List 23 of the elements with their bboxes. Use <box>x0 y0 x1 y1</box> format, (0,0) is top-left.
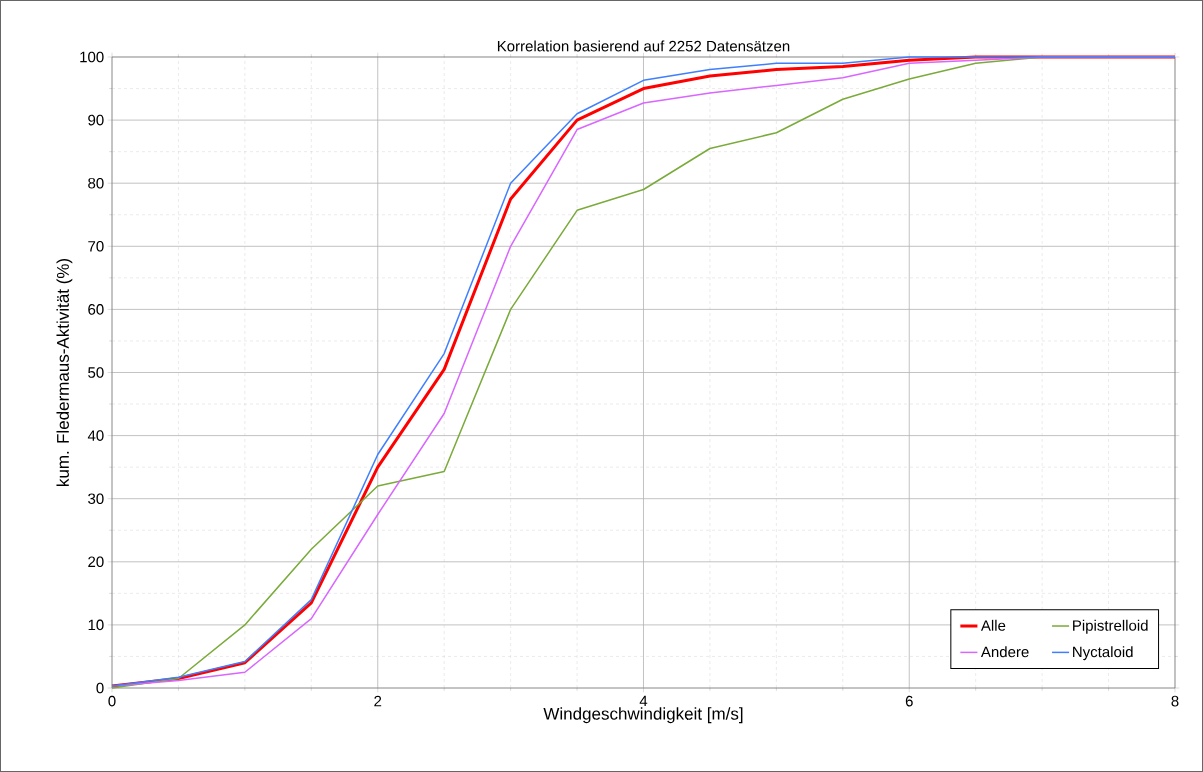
y-tick-label: 50 <box>88 367 104 378</box>
x-tick-label: 2 <box>374 695 382 707</box>
y-tick-label: 30 <box>88 493 104 504</box>
x-tick-label: 0 <box>108 695 116 707</box>
y-tick-label: 70 <box>88 240 104 252</box>
legend-label: Alle <box>980 619 1006 631</box>
x-tick-label: 8 <box>1171 695 1179 707</box>
y-tick-label: 60 <box>88 304 104 315</box>
legend-label: Andere <box>980 646 1029 658</box>
y-tick-label: 80 <box>88 177 104 189</box>
x-tick-label: 4 <box>639 695 648 707</box>
y-tick-label: 20 <box>88 556 104 568</box>
legend-label: Pipistrelloid <box>1073 619 1148 634</box>
x-axis-title: Windgeschwindigkeit [m/s] <box>543 707 743 724</box>
y-tick-label: 40 <box>87 430 104 441</box>
legend-label: Nyctaloid <box>1073 646 1133 661</box>
y-tick-label: 100 <box>80 51 104 63</box>
y-axis-title: kum. Fledermaus-Aktivität (%) <box>56 258 73 486</box>
y-tick-label: 0 <box>96 682 104 694</box>
chart-title: Korrelation basierend auf 2252 Datensätzen <box>497 40 790 52</box>
y-tick-label: 10 <box>88 619 104 631</box>
y-tick-label: 90 <box>88 114 104 126</box>
x-tick-label: 6 <box>905 695 913 707</box>
